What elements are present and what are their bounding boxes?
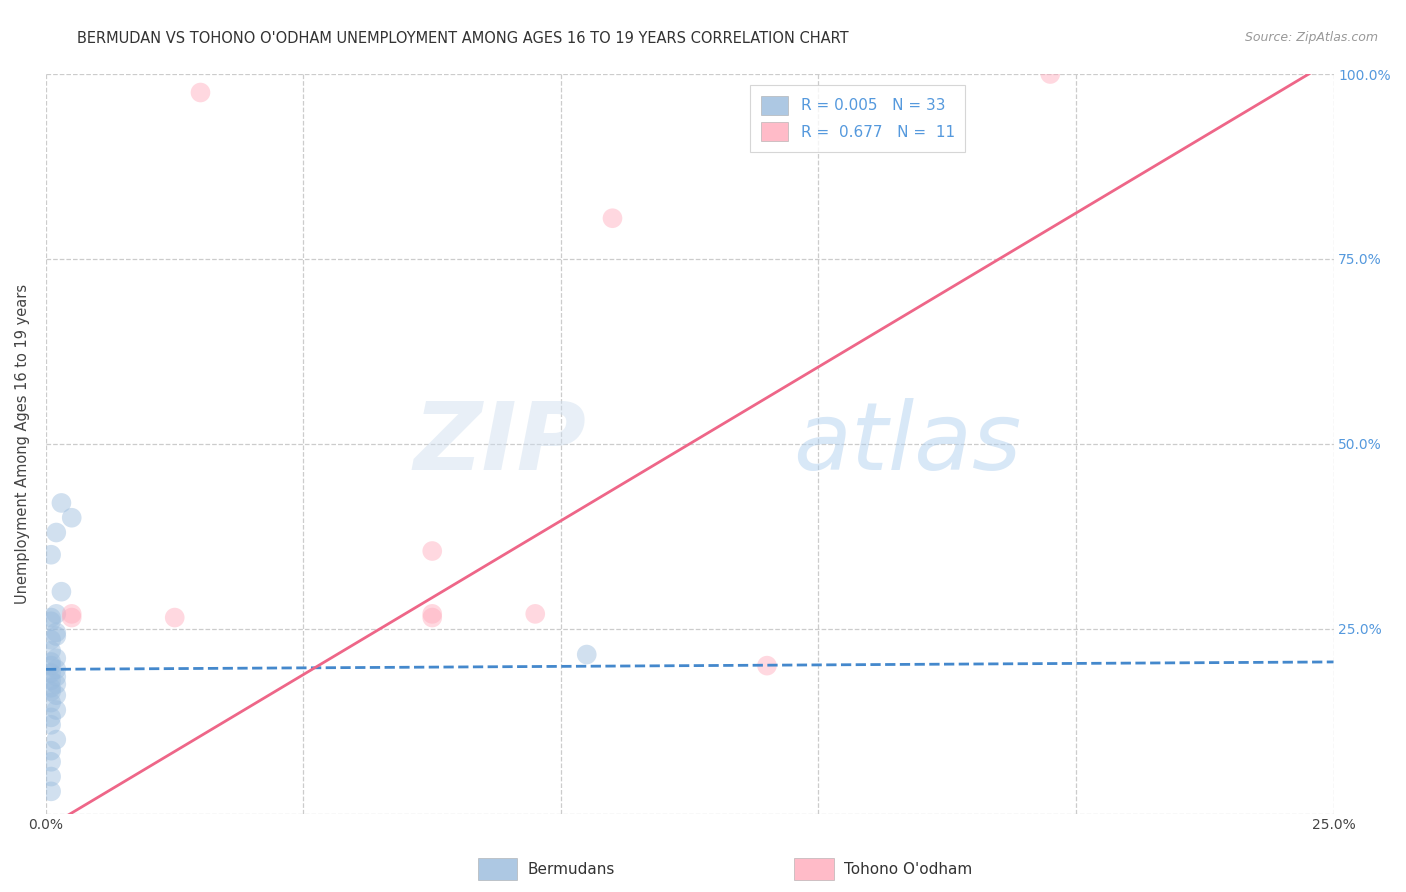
Point (60, 607, 83, 621)
Point (45, 607, 67, 621)
Point (39, 684, 62, 698)
Point (39, 673, 62, 688)
Point (190, 86, 212, 100)
Point (39, 744, 62, 758)
Point (45, 688, 67, 702)
Text: BERMUDAN VS TOHONO O'ODHAM UNEMPLOYMENT AMONG AGES 16 TO 19 YEARS CORRELATION CH: BERMUDAN VS TOHONO O'ODHAM UNEMPLOYMENT … (77, 31, 849, 46)
Y-axis label: Unemployment Among Ages 16 to 19 years: Unemployment Among Ages 16 to 19 years (15, 284, 30, 604)
Point (39, 696, 62, 710)
Point (60, 610, 83, 624)
Point (756, 658, 779, 673)
Point (45, 670, 67, 684)
Point (45, 651, 67, 665)
Point (45, 732, 67, 747)
Point (45, 629, 67, 643)
Point (51, 496, 73, 510)
Point (39, 718, 62, 732)
Point (39, 548, 62, 562)
Point (602, 211, 624, 226)
Text: Tohono O'odham: Tohono O'odham (844, 863, 972, 877)
Point (39, 614, 62, 628)
Point (39, 755, 62, 769)
Point (45, 525, 67, 540)
Point (45, 662, 67, 676)
Point (39, 681, 62, 695)
Point (45, 677, 67, 691)
Text: Source: ZipAtlas.com: Source: ZipAtlas.com (1244, 31, 1378, 45)
Point (39, 610, 62, 624)
Point (45, 703, 67, 717)
Point (39, 658, 62, 673)
Point (39, 710, 62, 724)
Legend: R = 0.005   N = 33, R =  0.677   N =  11: R = 0.005 N = 33, R = 0.677 N = 11 (751, 86, 966, 152)
Point (575, 648, 598, 662)
Point (39, 655, 62, 669)
Point (39, 770, 62, 784)
Point (420, 610, 443, 624)
Point (420, 544, 443, 558)
Text: atlas: atlas (793, 399, 1021, 490)
Text: Bermudans: Bermudans (527, 863, 614, 877)
Point (60, 510, 83, 524)
Point (163, 610, 186, 624)
Point (1039, 67, 1062, 81)
Point (45, 625, 67, 640)
Point (39, 666, 62, 681)
Point (51, 584, 73, 599)
Point (39, 632, 62, 647)
Point (39, 784, 62, 798)
Text: ZIP: ZIP (413, 398, 586, 490)
Point (420, 607, 443, 621)
Point (39, 644, 62, 658)
Point (524, 607, 547, 621)
